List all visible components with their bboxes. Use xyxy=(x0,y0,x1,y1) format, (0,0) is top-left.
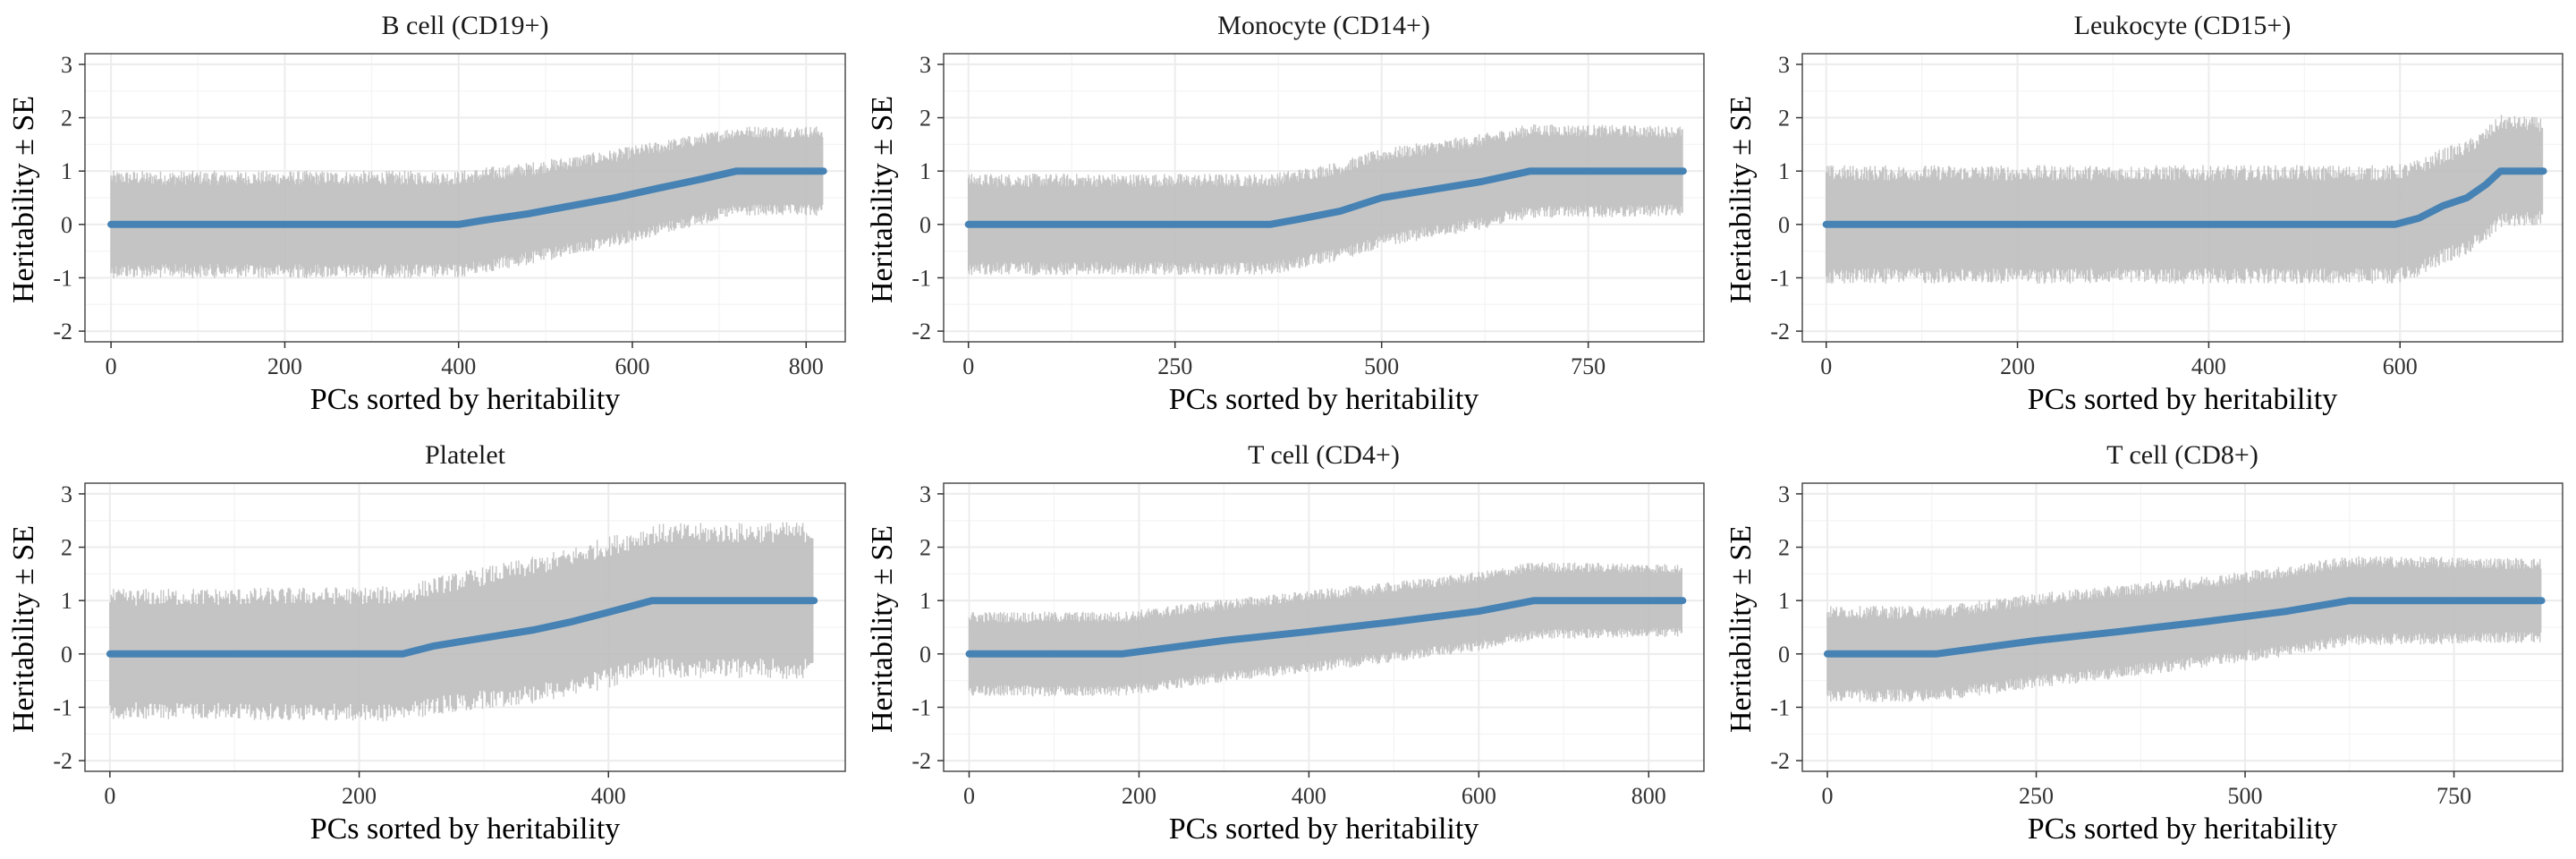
x-tick-label: 750 xyxy=(1571,353,1606,379)
y-tick-label: 1 xyxy=(1778,588,1790,614)
y-axis-label: Heritability ± SE xyxy=(1724,525,1758,733)
panel-title: T cell (CD8+) xyxy=(2106,440,2258,470)
y-tick-label: 1 xyxy=(919,158,931,184)
y-tick-label: 0 xyxy=(919,212,931,238)
x-axis-label: PCs sorted by heritability xyxy=(2028,383,2338,416)
y-tick-label: 0 xyxy=(919,642,931,668)
chart-panel-4: -2 -1 0 1 2 3 0 200 400 Platelet PCs sorted by her… xyxy=(7,440,846,846)
x-tick-label: 400 xyxy=(441,353,476,379)
y-tick-label: 0 xyxy=(1778,642,1790,668)
y-tick-label: 3 xyxy=(1778,481,1790,507)
plot-border xyxy=(84,53,846,343)
y-tick-label: -2 xyxy=(911,319,931,344)
y-tick-label: -2 xyxy=(1770,319,1790,344)
heritability-line xyxy=(1822,167,2547,228)
y-tick-label: -1 xyxy=(1770,265,1790,291)
y-tick-label: 3 xyxy=(61,52,72,78)
heritability-line xyxy=(965,597,1687,658)
x-tick-label: 600 xyxy=(1462,783,1496,809)
x-axis-label: PCs sorted by heritability xyxy=(310,383,621,416)
panel-title: T cell (CD4+) xyxy=(1248,440,1400,470)
x-tick-label: 200 xyxy=(342,783,377,809)
x-tick-label: 0 xyxy=(104,783,115,809)
y-tick-label: -1 xyxy=(53,265,72,291)
x-tick-label: 0 xyxy=(106,353,117,379)
y-axis-label: Heritability ± SE xyxy=(7,525,40,733)
y-tick-label: 3 xyxy=(1778,52,1790,78)
x-tick-label: 800 xyxy=(1631,783,1666,809)
y-tick-label: -1 xyxy=(911,265,931,291)
x-tick-label: 400 xyxy=(591,783,626,809)
x-tick-label: 200 xyxy=(267,353,302,379)
chart-panel-2: -2 -1 0 1 2 3 0 250 500 750 Monocyte (CD14+) PCs so… xyxy=(866,11,1705,416)
heritability-line xyxy=(1824,597,2546,658)
y-tick-label: 2 xyxy=(919,535,931,561)
panel-title: Platelet xyxy=(425,440,506,470)
heritability-line xyxy=(107,167,827,228)
x-tick-label: 600 xyxy=(615,353,650,379)
x-axis-label: PCs sorted by heritability xyxy=(2028,812,2338,846)
y-tick-label: 1 xyxy=(919,588,931,614)
y-tick-label: 2 xyxy=(1778,535,1790,561)
x-tick-label: 800 xyxy=(789,353,824,379)
panel-title: Monocyte (CD14+) xyxy=(1217,11,1430,40)
y-tick-label: -2 xyxy=(53,319,72,344)
y-axis-label: Heritability ± SE xyxy=(1724,96,1758,303)
y-tick-label: -2 xyxy=(911,748,931,774)
y-axis-label: Heritability ± SE xyxy=(866,96,899,303)
y-tick-label: -2 xyxy=(53,748,72,774)
y-tick-label: -1 xyxy=(911,694,931,720)
x-axis-label: PCs sorted by heritability xyxy=(1169,812,1479,846)
plot-border xyxy=(943,53,1705,343)
y-tick-label: -1 xyxy=(53,694,72,720)
x-tick-label: 500 xyxy=(1364,353,1399,379)
y-tick-label: 0 xyxy=(61,212,72,238)
heritability-line xyxy=(106,597,818,658)
x-tick-label: 0 xyxy=(963,783,975,809)
x-tick-label: 0 xyxy=(1820,353,1832,379)
x-axis-label: PCs sorted by heritability xyxy=(1169,383,1479,416)
x-tick-label: 250 xyxy=(1157,353,1192,379)
plot-border xyxy=(84,482,846,772)
y-tick-label: -2 xyxy=(1770,748,1790,774)
y-tick-label: 1 xyxy=(1778,158,1790,184)
chart-panel-5: -2 -1 0 1 2 3 0 200 400 600 800 T cell (CD4+) PCs so… xyxy=(866,440,1705,846)
chart-panel-6: -2 -1 0 1 2 3 0 250 500 750 T cell (CD8+) PCs sorte… xyxy=(1724,440,2563,846)
y-tick-label: 2 xyxy=(1778,106,1790,132)
heritability-line xyxy=(964,167,1687,228)
y-tick-label: 2 xyxy=(61,535,72,561)
x-tick-label: 600 xyxy=(2383,353,2418,379)
y-axis-label: Heritability ± SE xyxy=(866,525,899,733)
y-tick-label: 0 xyxy=(1778,212,1790,238)
y-tick-label: -1 xyxy=(1770,694,1790,720)
plot-border xyxy=(943,482,1705,772)
chart-panel-1: -2 -1 0 1 2 3 0 200 400 600 800 B cell (CD19+) PCs s… xyxy=(7,11,846,416)
y-tick-label: 3 xyxy=(919,481,931,507)
x-tick-label: 0 xyxy=(1822,783,1834,809)
x-tick-label: 400 xyxy=(2191,353,2226,379)
y-tick-label: 2 xyxy=(919,106,931,132)
y-tick-label: 1 xyxy=(61,158,72,184)
x-tick-label: 500 xyxy=(2228,783,2263,809)
x-axis-label: PCs sorted by heritability xyxy=(310,812,621,846)
chart-panel-3: -2 -1 0 1 2 3 0 200 400 600 Leukocyte (CD15+) PCs s… xyxy=(1724,11,2563,416)
y-tick-label: 3 xyxy=(61,481,72,507)
x-tick-label: 750 xyxy=(2436,783,2471,809)
y-tick-label: 3 xyxy=(919,52,931,78)
y-tick-label: 1 xyxy=(61,588,72,614)
x-tick-label: 250 xyxy=(2019,783,2054,809)
y-tick-label: 2 xyxy=(61,106,72,132)
panel-title: Leukocyte (CD15+) xyxy=(2074,11,2292,40)
plot-border xyxy=(1801,482,2563,772)
plot-border xyxy=(1801,53,2563,343)
y-axis-label: Heritability ± SE xyxy=(7,96,40,303)
x-tick-label: 0 xyxy=(962,353,974,379)
y-tick-label: 0 xyxy=(61,642,72,668)
x-tick-label: 200 xyxy=(2000,353,2035,379)
x-tick-label: 400 xyxy=(1292,783,1326,809)
panel-title: B cell (CD19+) xyxy=(382,11,549,40)
x-tick-label: 200 xyxy=(1122,783,1157,809)
